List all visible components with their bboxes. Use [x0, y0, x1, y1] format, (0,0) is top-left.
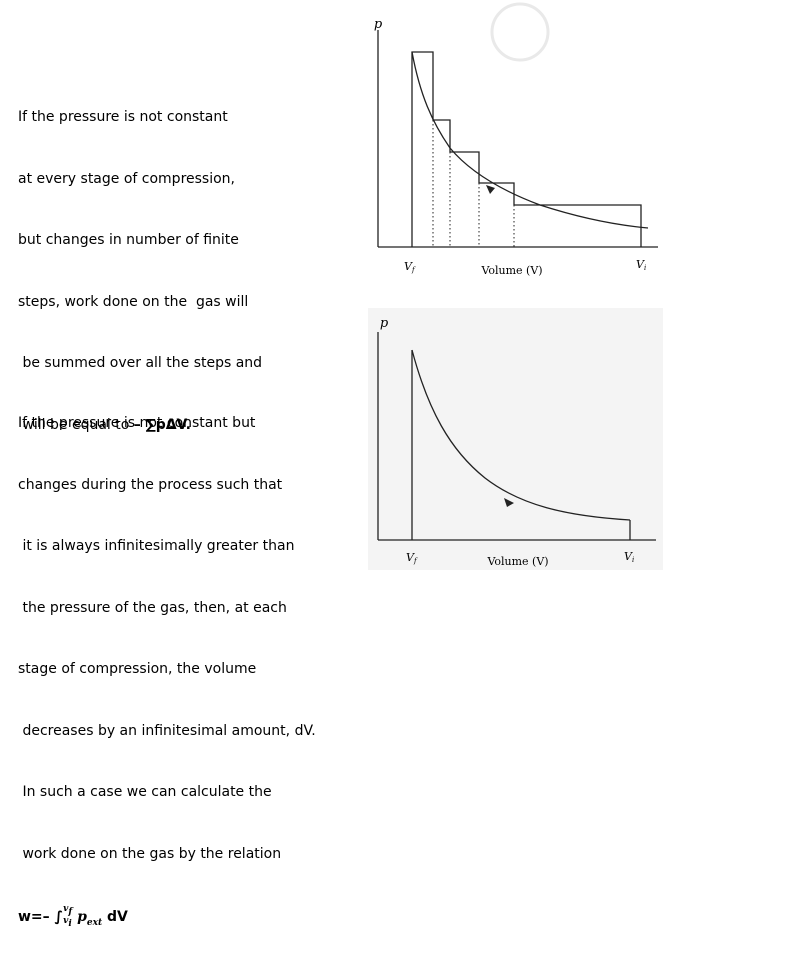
text2-line-4: the pressure of the gas, then, at each — [18, 599, 287, 616]
stepwise-pv-diagram: p Vf Volume (V) Vi p Vf Volume (V) Vi — [374, 2, 658, 568]
formula-suffix: dV — [102, 908, 128, 925]
text2-line-1: If the pressure is not constant but — [18, 415, 256, 431]
work-integral-formula: w=– ∫ vf vi pext dV — [18, 905, 316, 933]
stepwise-compression-description: If the pressure is not constant at every… — [18, 66, 262, 456]
watermark-mark — [490, 2, 550, 62]
text2-line-2: changes during the process such that — [18, 476, 283, 493]
text1-line-1: If the pressure is not constant — [18, 109, 228, 125]
diagram1-vi-label: Vi — [636, 258, 646, 272]
isotherm-curve-1 — [411, 51, 649, 229]
text2-line-5: stage of compression, the volume — [18, 661, 257, 677]
diagram2-x-label: Volume (V) — [486, 555, 548, 568]
diagram1-y-label: p — [374, 17, 383, 32]
diagram2-y-label: p — [380, 316, 389, 331]
diagram2-vf-label: Vf — [406, 551, 418, 565]
integral-sign: ∫ — [54, 908, 64, 925]
text2-line-7: In such a case we can calculate the — [18, 784, 272, 800]
text1-line-5: be summed over all the steps and — [18, 355, 263, 371]
text1-line-4: steps, work done on the gas will — [18, 293, 249, 310]
diagram2-direction-arrow — [504, 498, 514, 507]
isotherm-curve-2 — [411, 349, 631, 521]
integrand: pext — [77, 908, 103, 928]
lower-limit: vi — [63, 915, 72, 929]
text1-line-6: will be equal to – ∑pΔV. — [18, 415, 262, 436]
diagram2-vi-label: Vi — [624, 550, 634, 564]
formula-prefix: w=– — [18, 908, 55, 925]
text2-line-6: decreases by an infinitesimal amount, dV… — [18, 722, 316, 739]
text1-line-3: but changes in number of finite — [18, 232, 239, 248]
text2-line-8: work done on the gas by the relation — [18, 845, 282, 862]
pressure-steps — [411, 51, 642, 247]
text1-line-2: at every stage of compression, — [18, 170, 235, 187]
diagram1-x-label: Volume (V) — [480, 264, 542, 277]
diagram1-direction-arrow — [486, 185, 495, 194]
text1-line-6-text: will be equal to — [18, 416, 134, 433]
sum-expression: – ∑pΔV. — [133, 416, 191, 433]
text2-line-3: it is always infinitesimally greater tha… — [18, 538, 295, 554]
diagram2-background — [368, 308, 663, 570]
diagram1-vf-label: Vf — [404, 260, 416, 274]
